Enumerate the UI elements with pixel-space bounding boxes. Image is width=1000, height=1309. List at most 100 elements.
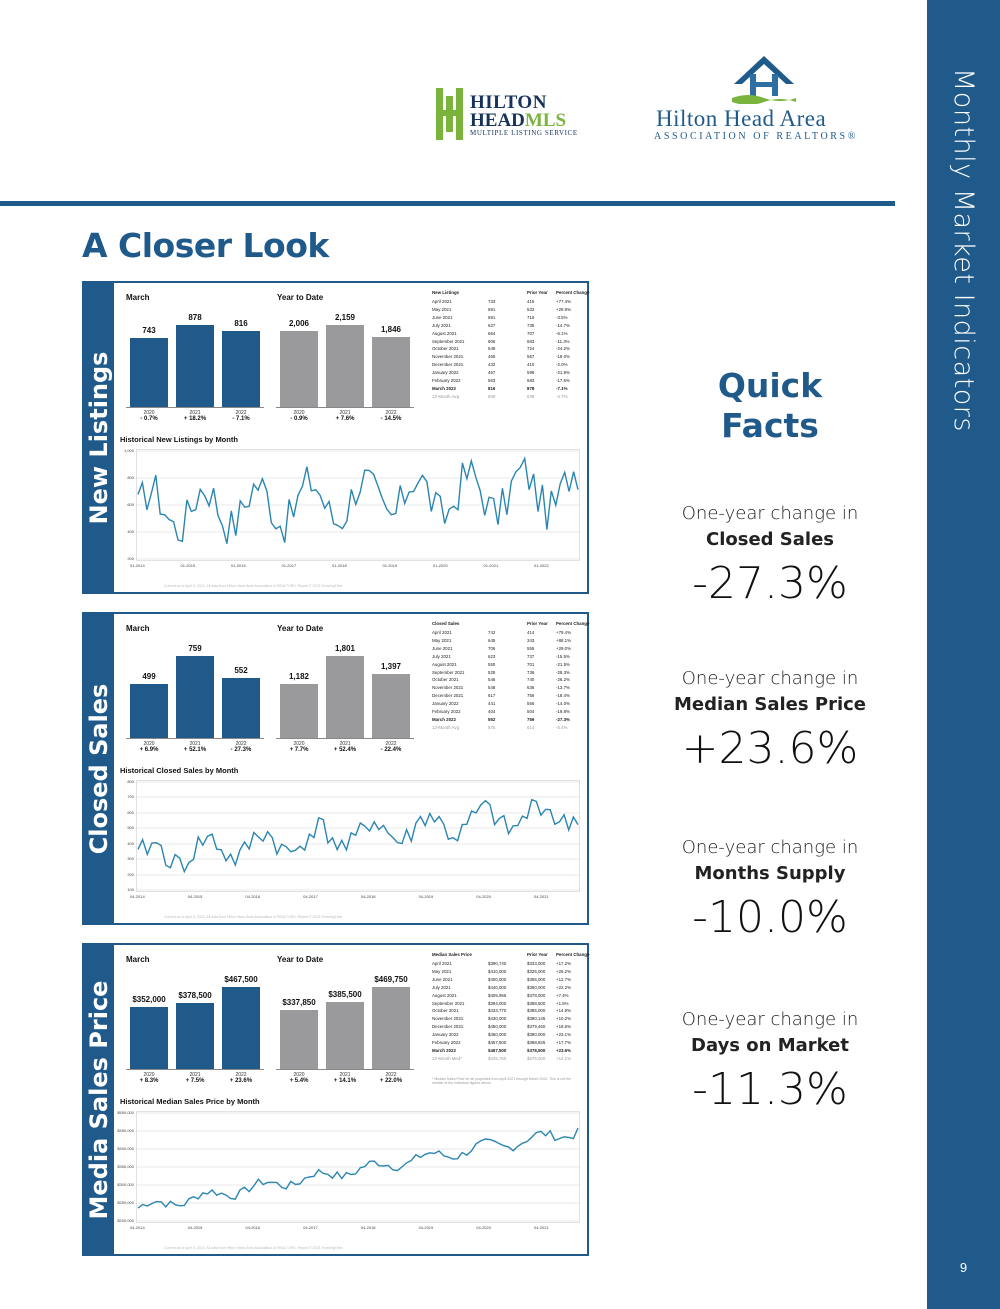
bar-axis [126, 407, 264, 408]
quick-facts-title-word: Quick [717, 366, 823, 405]
table-cell: +29.9% [556, 306, 572, 312]
table-row: April 2021 733 415 +77.4% [432, 299, 582, 306]
month-bar-year: 2020 [143, 741, 155, 747]
table-cell: $333,000 [527, 961, 546, 966]
month-bar [176, 1003, 214, 1069]
table-cell: $355,000 [527, 976, 546, 982]
month-bar-value: $467,500 [224, 975, 258, 984]
table-cell: 740 [527, 677, 535, 683]
table-cell: 878 [527, 385, 535, 391]
table-cell: 563 [488, 378, 496, 383]
ytd-bar-value: $469,750 [374, 975, 408, 984]
month-bar-change: - 27.3% [230, 747, 252, 753]
table-cell: $457,500 [488, 1040, 507, 1045]
table-cell: +17.2% [556, 961, 572, 966]
table-cell: Prior Year [527, 290, 548, 295]
panel-new-listings: New Listings March Year to Date 743 2020- 0.… [82, 281, 589, 594]
table-cell: 606 [488, 338, 496, 344]
ytd-bar-value: 2,006 [288, 319, 310, 328]
table-cell: 664 [488, 330, 496, 336]
table-cell: $405,956 [488, 992, 507, 998]
x-tick-label: 01-2019 [382, 563, 398, 568]
table-row: April 2021 742 414 +79.4% [432, 630, 582, 637]
table-cell: 759 [527, 716, 535, 722]
y-tick-label: 400 [127, 529, 134, 534]
ytd-bar [372, 987, 410, 1069]
table-cell: -21.9% [556, 370, 570, 376]
table-cell: 504 [527, 709, 535, 714]
page-title: A Closer Look [82, 226, 329, 265]
y-tick-label: $350,000 [117, 1164, 134, 1169]
monthly-table: New Listings Prior Year Percent Change Apri… [432, 290, 589, 420]
month-bar-year: 2020 [143, 1072, 155, 1078]
table-cell: +23.1% [556, 1032, 572, 1038]
table-cell: 683 [527, 338, 535, 344]
panel-tab-label: Media Sales Price [85, 980, 113, 1219]
ytd-bar-value: 1,182 [288, 672, 310, 681]
ytd-bar [326, 325, 364, 407]
x-tick-label: 04-2016 [245, 894, 261, 899]
table-row: June 2021 691 716 -3.5% [432, 315, 582, 322]
y-tick-label: $450,000 [117, 1128, 134, 1133]
y-tick-label: 400 [127, 841, 134, 846]
table-cell: +88.1% [556, 637, 572, 643]
table-cell: May 2021 [432, 306, 452, 312]
quick-facts-title-word: Facts [721, 406, 819, 445]
table-cell: 465 [488, 354, 496, 360]
ytd-bar-change: + 52.4% [333, 747, 357, 753]
table-cell: August 2021 [432, 661, 457, 667]
table-cell: 598 [527, 370, 535, 376]
month-bar [222, 987, 260, 1069]
table-cell: May 2021 [432, 637, 452, 643]
table-cell: 550 [488, 661, 496, 667]
monthly-table: Median Sales Price Prior Year Percent Chan… [432, 952, 589, 1082]
month-bar-change: - 7.1% [232, 416, 250, 422]
y-tick-label: 600 [127, 810, 134, 815]
table-cell: +22.2% [556, 984, 572, 990]
table-row: Median Sales Price Prior Year Percent Chan… [432, 952, 589, 959]
historical-chart-title: Historical Closed Sales by Month [120, 766, 239, 775]
table-row: May 2021 691 532 +29.9% [432, 307, 582, 314]
panel-tab: New Listings [84, 283, 114, 592]
panel-closed-sales: Closed Sales March Year to Date 499 2020 + 6.… [82, 612, 589, 925]
table-cell: -4.7% [556, 393, 568, 399]
ytd-bar-change: - 14.5% [380, 416, 402, 422]
ytd-bar-year: 2022 [385, 1072, 397, 1078]
table-cell: +77.4% [556, 299, 572, 304]
x-tick-label: 04-2018 [360, 1225, 376, 1230]
y-tick-label: 200 [127, 556, 134, 561]
table-row: December 2021 617 756 -18.4% [432, 693, 582, 700]
quick-fact-label: One-year change in [681, 668, 859, 689]
table-cell: 756 [527, 693, 535, 699]
ytd-bar-year: 2020 [293, 1072, 305, 1078]
table-cell: November 2021 [432, 685, 464, 691]
table-cell: 410 [527, 362, 535, 368]
month-bar-year: 2022 [235, 741, 247, 747]
y-tick-label: $550,000 [117, 1110, 134, 1115]
y-tick-label: 1,000 [123, 448, 134, 453]
x-tick-label: 04-2018 [360, 894, 376, 899]
table-cell: -11.3% [556, 338, 570, 344]
table-row: February 2022 $457,500 $388,825 +17.7% [432, 1040, 582, 1047]
table-row: January 2022 467 598 -21.9% [432, 370, 582, 377]
table-cell: July 2021 [432, 653, 451, 659]
x-tick-label: 04-2019 [418, 1225, 434, 1230]
table-cell: -21.5% [556, 661, 570, 667]
table-cell: 706 [488, 645, 496, 651]
table-row: May 2021 $410,000 $325,000 +26.2% [432, 969, 582, 976]
bar-axis [276, 1069, 414, 1070]
table-row: March 2022 552 759 -27.3% [432, 717, 582, 724]
x-tick-label: 04-2020 [476, 1225, 491, 1230]
table-cell: +23.6% [556, 1047, 572, 1053]
table-cell: Percent Change [556, 290, 590, 295]
quick-fact-metric: Months Supply [694, 863, 846, 884]
table-cell: $325,000 [527, 968, 546, 974]
mls-logo-line2: HEADMLS [470, 110, 567, 131]
panel-media-sales-price: Media Sales Price March Year to Date $352,0… [82, 943, 589, 1256]
table-cell: 645 [488, 637, 496, 643]
table-cell: -14.0% [556, 701, 570, 707]
month-bar-change: + 8.3% [139, 1078, 159, 1084]
month-label: March [126, 955, 150, 964]
table-cell: 404 [488, 709, 496, 714]
panel-footnote: Current as of April 5, 2022. All data fr… [164, 1246, 344, 1250]
